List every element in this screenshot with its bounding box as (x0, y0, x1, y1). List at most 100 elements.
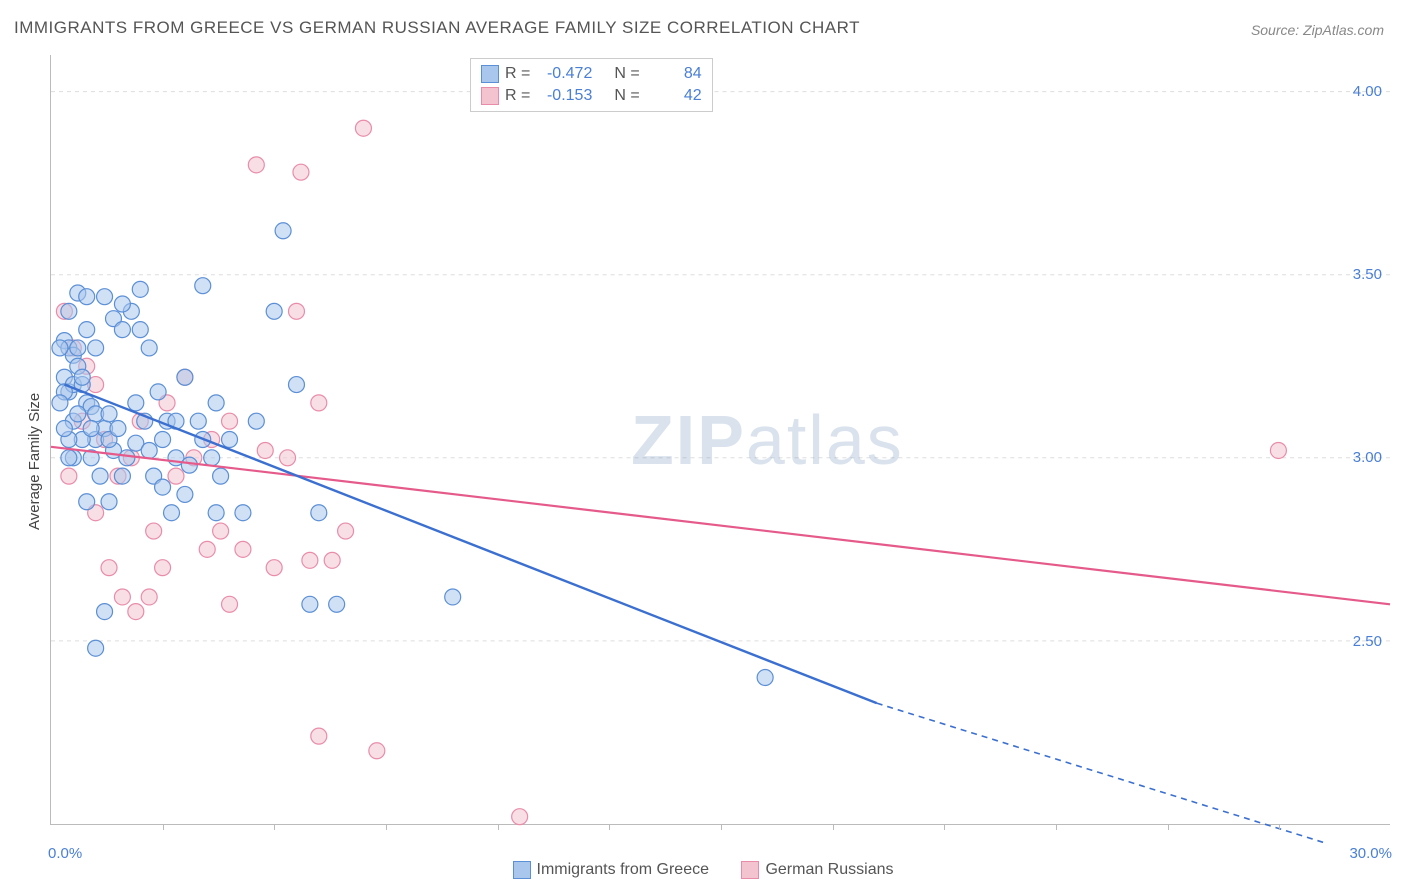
y-tick-label: 3.50 (1353, 266, 1382, 283)
x-tick (944, 824, 945, 830)
trend-line-german (51, 447, 1390, 604)
legend-item-greece: Immigrants from Greece (513, 861, 709, 879)
data-point (132, 281, 148, 297)
data-point (52, 340, 68, 356)
data-point (311, 728, 327, 744)
data-point (222, 413, 238, 429)
x-tick (1279, 824, 1280, 830)
n-value-german: 42 (646, 87, 702, 105)
data-point (190, 413, 206, 429)
data-point (114, 468, 130, 484)
data-point (52, 395, 68, 411)
data-point (181, 457, 197, 473)
data-point (369, 743, 385, 759)
data-point (79, 494, 95, 510)
data-point (208, 395, 224, 411)
x-tick (498, 824, 499, 830)
y-tick-label: 2.50 (1353, 633, 1382, 650)
data-point (97, 289, 113, 305)
x-tick (609, 824, 610, 830)
trend-line-greece-dashed (877, 703, 1323, 842)
data-point (114, 589, 130, 605)
data-point (155, 432, 171, 448)
data-point (213, 468, 229, 484)
data-point (114, 296, 130, 312)
data-point (266, 560, 282, 576)
data-point (235, 505, 251, 521)
r-value-greece: -0.472 (536, 65, 592, 83)
data-point (177, 486, 193, 502)
n-label: N = (614, 65, 639, 83)
data-point (445, 589, 461, 605)
data-point (512, 809, 528, 825)
data-point (293, 164, 309, 180)
data-point (155, 479, 171, 495)
data-point (168, 468, 184, 484)
data-point (146, 523, 162, 539)
data-point (101, 406, 117, 422)
data-point (164, 505, 180, 521)
data-point (92, 468, 108, 484)
source-value: ZipAtlas.com (1303, 22, 1384, 38)
data-point (1270, 442, 1286, 458)
data-point (128, 604, 144, 620)
data-point (257, 442, 273, 458)
n-label: N = (614, 87, 639, 105)
data-point (101, 560, 117, 576)
data-point (302, 596, 318, 612)
data-point (74, 369, 90, 385)
data-point (288, 377, 304, 393)
data-point (101, 494, 117, 510)
x-tick (386, 824, 387, 830)
chart-svg (51, 55, 1390, 824)
data-point (288, 303, 304, 319)
data-point (128, 395, 144, 411)
trend-line-greece (64, 385, 876, 704)
data-point (70, 340, 86, 356)
legend-item-german: German Russians (741, 861, 893, 879)
data-point (280, 450, 296, 466)
data-point (302, 552, 318, 568)
swatch-german (481, 87, 499, 105)
data-point (150, 384, 166, 400)
x-axis-min-label: 0.0% (48, 845, 82, 862)
y-tick-label: 3.00 (1353, 449, 1382, 466)
data-point (88, 640, 104, 656)
data-point (141, 442, 157, 458)
data-point (355, 120, 371, 136)
x-tick (833, 824, 834, 830)
data-point (119, 450, 135, 466)
data-point (329, 596, 345, 612)
n-value-greece: 84 (646, 65, 702, 83)
data-point (56, 421, 72, 437)
data-point (97, 604, 113, 620)
data-point (199, 541, 215, 557)
source-label: Source: (1251, 22, 1299, 38)
data-point (114, 322, 130, 338)
x-tick (1056, 824, 1057, 830)
data-point (266, 303, 282, 319)
data-point (70, 406, 86, 422)
data-point (61, 303, 77, 319)
data-point (204, 450, 220, 466)
x-axis-max-label: 30.0% (1349, 845, 1392, 862)
data-point (141, 340, 157, 356)
data-point (222, 432, 238, 448)
x-tick (1168, 824, 1169, 830)
data-point (235, 541, 251, 557)
legend-label-greece: Immigrants from Greece (537, 861, 709, 879)
data-point (177, 369, 193, 385)
swatch-greece (481, 65, 499, 83)
data-point (275, 223, 291, 239)
y-axis-title: Average Family Size (26, 393, 43, 530)
data-point (110, 421, 126, 437)
r-label: R = (505, 65, 530, 83)
source-attribution: Source: ZipAtlas.com (1251, 22, 1384, 38)
r-label: R = (505, 87, 530, 105)
data-point (195, 278, 211, 294)
data-point (61, 468, 77, 484)
data-point (222, 596, 238, 612)
data-point (757, 670, 773, 686)
data-point (311, 395, 327, 411)
data-point (79, 322, 95, 338)
